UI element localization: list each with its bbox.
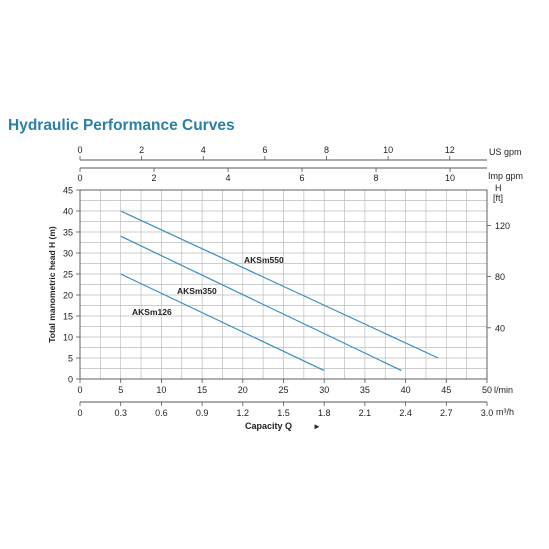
axis-unit-lmin: l/min <box>494 385 513 395</box>
tick-label-lmin: 35 <box>360 385 370 395</box>
tick-label-m3h: 1.2 <box>237 408 250 418</box>
tick-label-lmin: 45 <box>441 385 451 395</box>
tick-label-m3h: 1.5 <box>277 408 290 418</box>
y-axis-ft-unit: [ft] <box>493 193 503 203</box>
chart-axes <box>76 156 491 406</box>
series-label-aksm126: AKSm126 <box>132 307 172 317</box>
series-label-aksm350: AKSm350 <box>177 286 217 296</box>
tick-label-m3h: 0.3 <box>114 408 127 418</box>
axis-unit-impgpm: Imp gpm <box>488 171 523 181</box>
y-tick-label-m: 15 <box>63 312 73 322</box>
curve-aksm550 <box>120 210 439 359</box>
tick-label-m3h: 2.4 <box>399 408 412 418</box>
y-tick-label-ft: 40 <box>495 323 505 333</box>
tick-label-impgpm: 8 <box>374 173 379 183</box>
tick-label-m3h: 2.7 <box>440 408 453 418</box>
y-tick-label-m: 45 <box>63 186 73 196</box>
tick-label-lmin: 50 <box>482 385 492 395</box>
tick-label-lmin: 40 <box>401 385 411 395</box>
chart-curves <box>120 210 439 372</box>
tick-label-lmin: 5 <box>118 385 123 395</box>
tick-label-impgpm: 0 <box>77 173 82 183</box>
y-tick-label-m: 0 <box>68 375 73 385</box>
series-label-aksm550: AKSm550 <box>244 255 284 265</box>
tick-label-usgpm: 4 <box>201 145 206 155</box>
axis-unit-usgpm: US gpm <box>489 147 522 157</box>
tick-label-m3h: 0 <box>77 408 82 418</box>
tick-label-m3h: 0.9 <box>196 408 209 418</box>
y-tick-label-m: 40 <box>63 207 73 217</box>
tick-label-lmin: 10 <box>156 385 166 395</box>
tick-label-m3h: 2.1 <box>359 408 372 418</box>
y-tick-label-m: 30 <box>63 249 73 259</box>
tick-label-lmin: 0 <box>77 385 82 395</box>
tick-label-m3h: 0.6 <box>155 408 168 418</box>
y-axis-label: Total manometric head H (m) <box>47 226 57 343</box>
axis-unit-m3h: m³/h <box>496 407 514 417</box>
tick-label-usgpm: 10 <box>383 145 393 155</box>
tick-label-impgpm: 2 <box>152 173 157 183</box>
tick-label-lmin: 25 <box>278 385 288 395</box>
x-axis-label: Capacity Q <box>245 421 292 431</box>
tick-label-usgpm: 0 <box>77 145 82 155</box>
y-tick-label-ft: 80 <box>495 272 505 282</box>
tick-label-usgpm: 8 <box>324 145 329 155</box>
tick-label-m3h: 1.8 <box>318 408 331 418</box>
page-title: Hydraulic Performance Curves <box>8 117 235 134</box>
y-tick-label-m: 20 <box>63 291 73 301</box>
y-tick-label-m: 35 <box>63 228 73 238</box>
tick-label-lmin: 15 <box>197 385 207 395</box>
y-tick-label-m: 10 <box>63 333 73 343</box>
y-axis-ft-label: H <box>495 183 502 193</box>
y-tick-label-m: 25 <box>63 270 73 280</box>
curve-aksm126 <box>120 273 325 372</box>
curve-aksm350 <box>120 235 402 372</box>
y-tick-label-ft: 120 <box>495 221 510 231</box>
tick-label-impgpm: 10 <box>445 173 455 183</box>
tick-label-lmin: 30 <box>319 385 329 395</box>
tick-label-impgpm: 4 <box>226 173 231 183</box>
tick-label-usgpm: 12 <box>445 145 455 155</box>
tick-label-usgpm: 2 <box>139 145 144 155</box>
y-tick-label-m: 5 <box>68 354 73 364</box>
tick-label-lmin: 20 <box>238 385 248 395</box>
tick-label-impgpm: 6 <box>300 173 305 183</box>
x-axis-arrow-icon: ► <box>313 422 321 431</box>
tick-label-m3h: 3.0 <box>481 408 494 418</box>
tick-label-usgpm: 6 <box>262 145 267 155</box>
